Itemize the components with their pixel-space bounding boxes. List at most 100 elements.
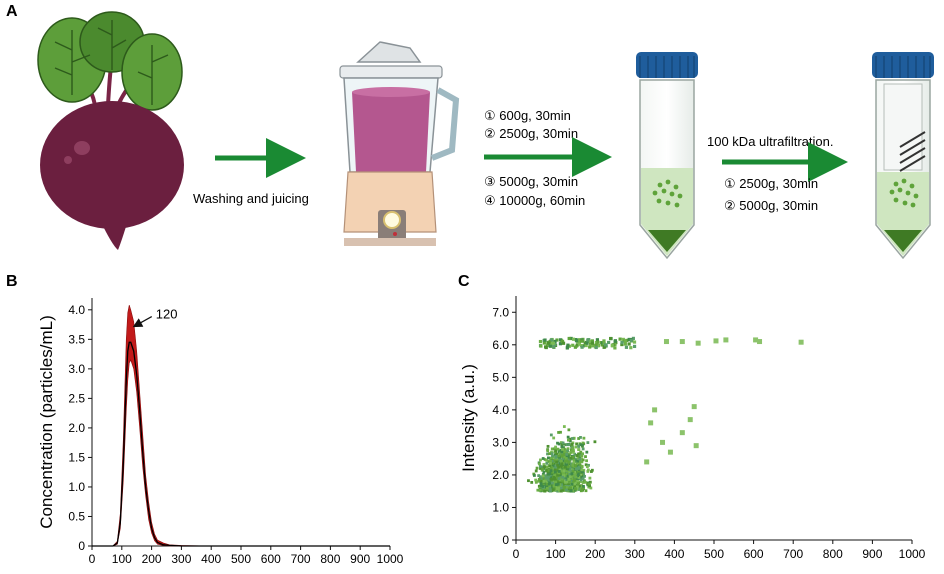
chart-c-point: [567, 443, 571, 447]
chart-b-error-band: [92, 304, 390, 547]
chart-c-x-tick-label: 300: [625, 547, 645, 561]
chart-c-point: [573, 482, 577, 486]
chart-c-point: [584, 480, 587, 484]
chart-c-outlier-point: [652, 407, 658, 413]
chart-c-point: [559, 489, 563, 493]
chart-c-point: [560, 483, 563, 487]
chart-c-point: [571, 470, 575, 474]
chart-c-point: [588, 484, 591, 488]
chart-c-point: [565, 452, 569, 456]
chart-c-point: [549, 433, 553, 437]
chart-c-point: [566, 435, 570, 439]
chart-c-point: [582, 484, 585, 488]
chart-c-point: [632, 344, 637, 349]
chart-c-point: [538, 488, 542, 492]
chart-c-point: [547, 475, 551, 479]
chart-c-point: [575, 462, 579, 466]
chart-c-point: [574, 445, 578, 449]
chart-c-point: [613, 346, 617, 350]
chart-c-point: [539, 458, 542, 462]
chart-b-y-axis-label: Concentration (particles/mL): [37, 315, 56, 529]
chart-c-point: [549, 466, 553, 470]
chart-c-point: [584, 463, 588, 467]
chart-c-point: [588, 480, 592, 484]
chart-c-point: [579, 443, 583, 447]
chart-c-point: [573, 452, 577, 456]
chart-b-x-tick-label: 0: [89, 552, 96, 566]
chart-c-point: [583, 474, 586, 478]
chart-c-point: [567, 474, 570, 478]
chart-c-point: [565, 485, 569, 489]
chart-c-point: [555, 338, 559, 342]
chart-c-point: [537, 474, 541, 478]
chart-c-point: [552, 484, 556, 488]
chart-c-outlier-point: [663, 339, 669, 345]
chart-c-y-tick-label: 6.0: [492, 338, 509, 352]
chart-c-x-tick-label: 0: [513, 547, 520, 561]
chart-c-point: [568, 466, 572, 470]
chart-c-point: [535, 466, 539, 470]
chart-c-point: [590, 470, 593, 473]
chart-c-point: [543, 338, 547, 342]
chart-c-point: [550, 456, 554, 460]
chart-c-point: [555, 458, 559, 462]
chart-c-point: [539, 482, 543, 486]
chart-c-point: [554, 445, 557, 449]
chart-b-y-tick-label: 0.5: [68, 509, 85, 523]
chart-c-point: [568, 468, 571, 472]
chart-c-point: [568, 437, 572, 441]
chart-c-point: [580, 487, 584, 491]
chart-c-point: [557, 477, 561, 480]
chart-c-point: [572, 458, 576, 462]
chart-c-point: [585, 459, 588, 463]
chart-c-point: [547, 482, 551, 486]
chart-c-point: [572, 481, 575, 484]
chart-c-point: [563, 462, 567, 466]
chart-c-point: [560, 472, 564, 476]
chart-c-point: [566, 465, 570, 469]
chart-c-point: [560, 477, 564, 481]
chart-c-point: [554, 480, 558, 484]
chart-c-point: [580, 345, 584, 349]
chart-c-point: [579, 478, 583, 482]
chart-c-outlier-point: [691, 404, 697, 410]
chart-c-point: [574, 475, 578, 479]
chart-c-point: [568, 484, 571, 488]
chart-c-point: [568, 472, 572, 476]
chart-c-point: [580, 465, 584, 469]
chart-c-point: [549, 338, 553, 342]
chart-c-point: [629, 346, 633, 350]
chart-c-point: [567, 460, 571, 464]
chart-c-point: [565, 443, 569, 446]
chart-c-point: [572, 478, 576, 482]
chart-c-point: [547, 478, 551, 482]
chart-c-point: [585, 450, 589, 454]
chart-c-point: [580, 457, 583, 461]
chart-c-point: [581, 443, 584, 447]
chart-c-outlier-point: [687, 417, 693, 423]
chart-c-point: [542, 463, 546, 466]
chart-c-point: [588, 342, 593, 346]
chart-c-point: [556, 487, 560, 491]
chart-c-point: [546, 341, 551, 345]
chart-c-point: [572, 449, 575, 452]
chart-c-outlier-point: [798, 339, 804, 345]
chart-c-point: [544, 345, 548, 349]
chart-c-point: [578, 459, 582, 463]
chart-c-point: [582, 442, 586, 446]
chart-c-point: [618, 337, 622, 341]
chart-c-point: [534, 469, 538, 473]
chart-c-point: [545, 459, 549, 462]
chart-b-x-tick-label: 1000: [377, 552, 404, 566]
chart-c-point: [552, 345, 556, 349]
centrifuge-step-1: ① 600g, 30min: [484, 108, 571, 123]
chart-c-point: [580, 460, 584, 464]
chart-c-point: [602, 339, 606, 343]
chart-c-point: [610, 344, 614, 348]
chart-c-point: [586, 468, 590, 472]
chart-c-point: [562, 452, 566, 456]
chart-c-point: [557, 442, 561, 446]
chart-c-y-tick-label: 4.0: [492, 403, 509, 417]
chart-c-point: [540, 477, 543, 480]
chart-c-point: [530, 480, 534, 484]
